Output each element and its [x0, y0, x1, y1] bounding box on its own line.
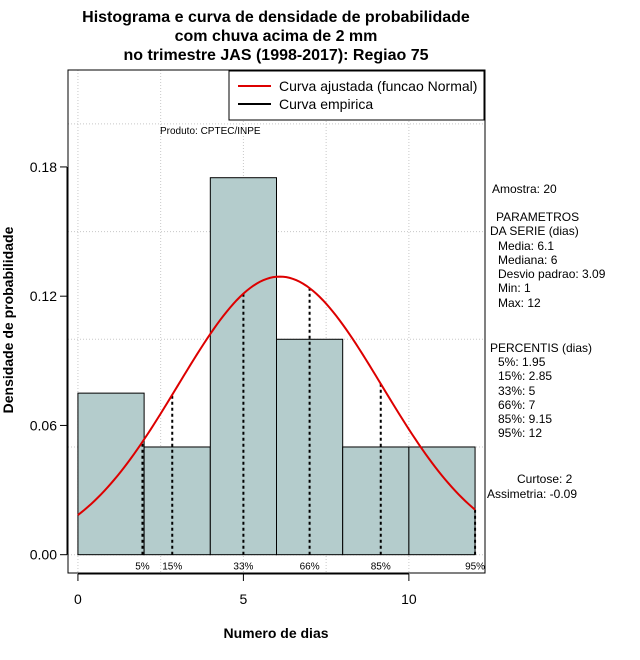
y-tick-label-2: 0.12	[30, 288, 57, 304]
legend: Curva ajustada (funcao Normal) Curva emp…	[228, 70, 485, 121]
histogram-bar-4	[342, 446, 410, 556]
chart-title-line-1: Histograma e curva de densidade de proba…	[82, 9, 470, 26]
stat-min: Min: 1	[498, 281, 531, 295]
y-tick-label-1: 0.06	[30, 417, 57, 433]
x-axis: 0 5 10	[74, 573, 417, 607]
histogram-bar-1	[143, 446, 211, 556]
percentile-lines: 5% 15% 33% 66% 85% 95%	[135, 288, 485, 573]
y-tick-label-3: 0.18	[30, 159, 57, 175]
percentile-label-0: 5%	[135, 562, 150, 573]
chart-title-line-3: no trimestre JAS (1998-2017): Regiao 75	[123, 47, 428, 64]
stat-media: Media: 6.1	[498, 239, 554, 253]
product-label: Produto: CPTEC/INPE	[160, 126, 261, 137]
stats-panel: Amostra: 20 PARAMETROS DA SERIE (dias) M…	[487, 182, 606, 501]
stat-params-header-1: PARAMETROS	[496, 210, 579, 224]
percentile-label-4: 85%	[371, 562, 391, 573]
stat-desvio: Desvio padrao: 3.09	[498, 267, 606, 281]
stat-mediana: Mediana: 6	[498, 253, 558, 267]
x-tick-label-0: 0	[74, 591, 82, 607]
percentile-label-5: 95%	[465, 562, 485, 573]
stat-p15: 15%: 2.85	[498, 369, 552, 383]
y-tick-label-0: 0.00	[30, 547, 57, 563]
legend-box	[228, 70, 485, 121]
stat-max: Max: 12	[498, 296, 541, 310]
plot-frame	[67, 69, 486, 574]
percentile-label-2: 33%	[233, 562, 253, 573]
stat-p5: 5%: 1.95	[498, 355, 546, 369]
stat-p95: 95%: 12	[498, 426, 542, 440]
stat-p66: 66%: 7	[498, 398, 536, 412]
x-axis-label: Numero de dias	[223, 625, 328, 641]
y-axis-label: Densidade de probabilidade	[0, 226, 16, 413]
legend-empirical-label: Curva empirica	[279, 96, 373, 112]
stat-percentis-header: PERCENTIS (dias)	[490, 341, 592, 355]
stat-assimetria: Assimetria: -0.09	[487, 487, 577, 501]
x-tick-label-1: 5	[240, 591, 248, 607]
histogram-bar-0	[77, 392, 145, 556]
stat-p33: 33%: 5	[498, 384, 536, 398]
chart-title-line-2: com chuva acima de 2 mm	[175, 28, 378, 45]
stat-curtose: Curtose: 2	[517, 472, 573, 486]
percentile-label-1: 15%	[162, 562, 182, 573]
x-tick-label-2: 10	[401, 591, 417, 607]
normal-fit-curve	[77, 275, 476, 516]
percentile-label-3: 66%	[300, 562, 320, 573]
stat-amostra: Amostra: 20	[492, 182, 557, 196]
legend-fitted-label: Curva ajustada (funcao Normal)	[279, 78, 477, 94]
histogram-bars	[77, 177, 476, 556]
stat-params-header-2: DA SERIE (dias)	[490, 224, 579, 238]
stat-p85: 85%: 9.15	[498, 412, 552, 426]
y-axis: 0.00 0.06 0.12 0.18	[30, 159, 68, 563]
